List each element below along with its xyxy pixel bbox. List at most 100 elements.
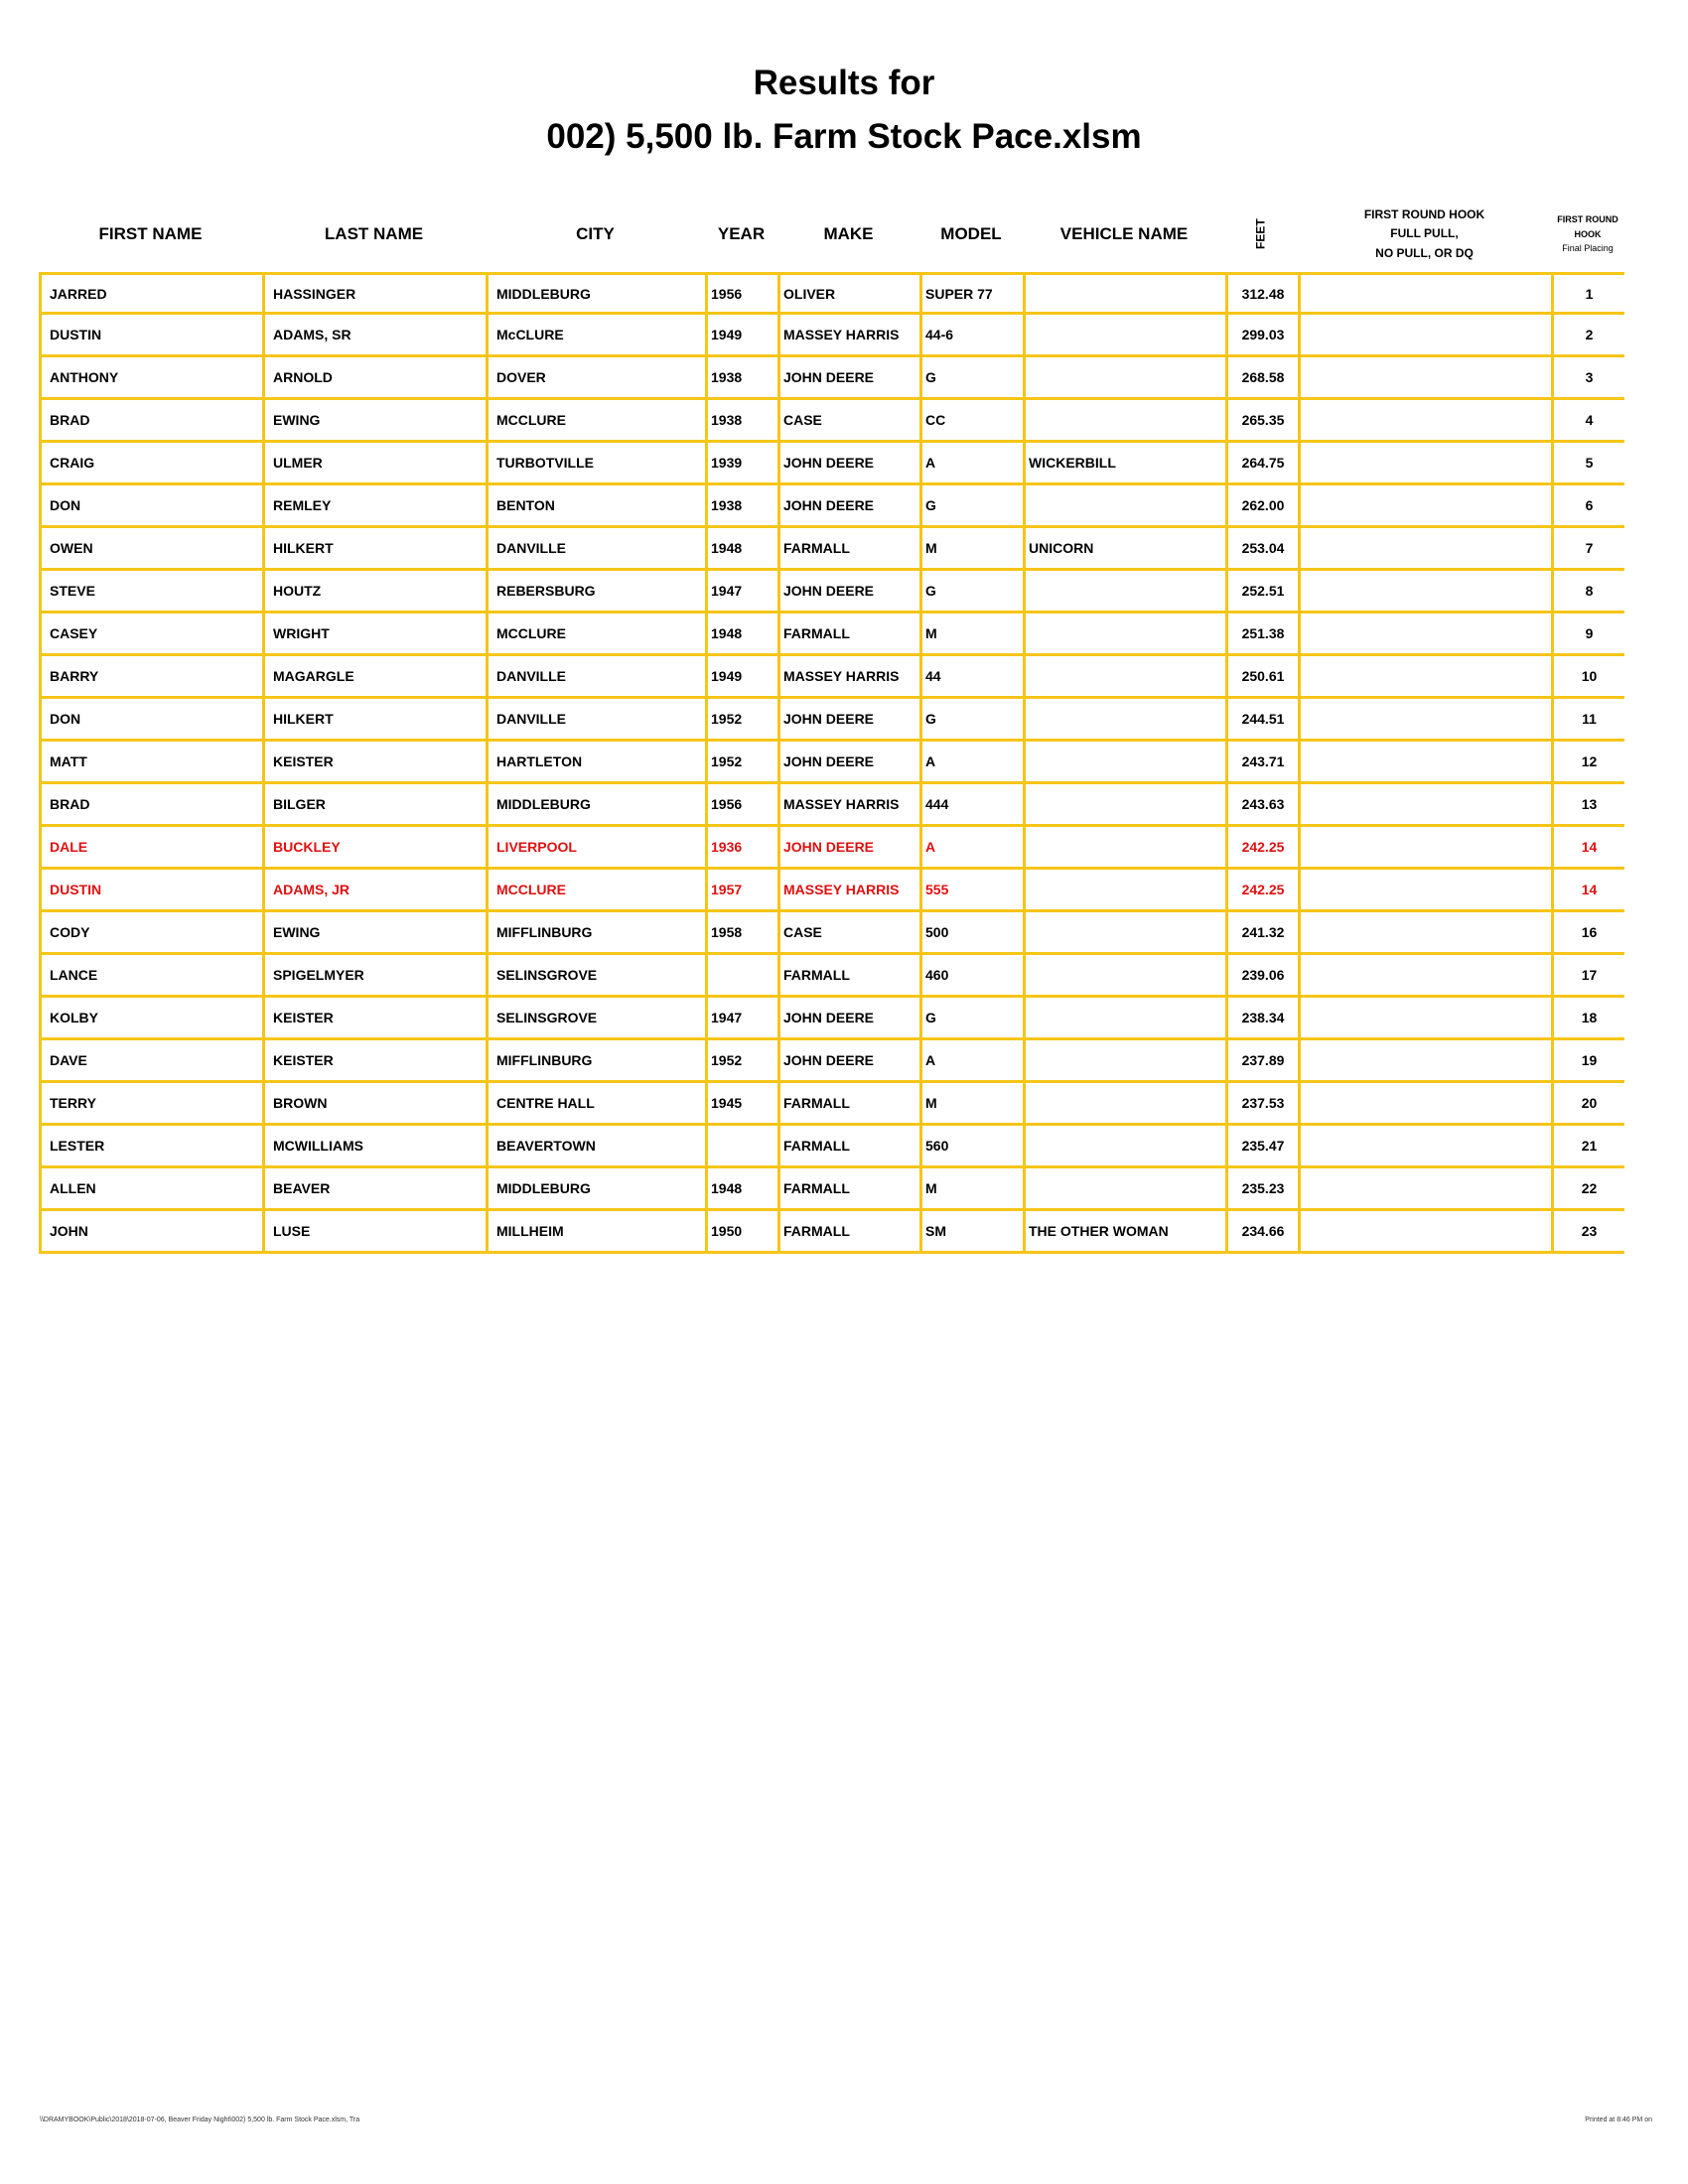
table-cell: G bbox=[919, 485, 1023, 528]
table-cell: BEAVER bbox=[262, 1168, 486, 1211]
table-cell: 262.00 bbox=[1225, 485, 1298, 528]
table-cell: EWING bbox=[262, 912, 486, 955]
table-cell: LUSE bbox=[262, 1211, 486, 1254]
table-cell: 7 bbox=[1551, 528, 1624, 571]
table-cell: UNICORN bbox=[1023, 528, 1225, 571]
table-cell: 1949 bbox=[705, 315, 777, 357]
table-cell bbox=[1023, 571, 1225, 614]
table-cell bbox=[1298, 912, 1551, 955]
table-cell: 20 bbox=[1551, 1083, 1624, 1126]
table-cell: 1950 bbox=[705, 1211, 777, 1254]
table-cell bbox=[1298, 827, 1551, 870]
table-cell: BROWN bbox=[262, 1083, 486, 1126]
table-cell: JOHN DEERE bbox=[777, 699, 919, 742]
table-cell: JOHN DEERE bbox=[777, 357, 919, 400]
table-cell: M bbox=[919, 1083, 1023, 1126]
header-line: FIRST NAME bbox=[98, 224, 203, 244]
table-cell: 6 bbox=[1551, 485, 1624, 528]
table-cell: 1952 bbox=[705, 742, 777, 784]
header-line: MODEL bbox=[940, 224, 1002, 244]
table-cell: DAVE bbox=[39, 1040, 262, 1083]
table-cell: DALE bbox=[39, 827, 262, 870]
table-cell: G bbox=[919, 571, 1023, 614]
table-cell: HASSINGER bbox=[262, 272, 486, 315]
table-cell: MCCLURE bbox=[486, 614, 705, 656]
table-cell: 14 bbox=[1551, 870, 1624, 912]
table-cell: 16 bbox=[1551, 912, 1624, 955]
table-cell: MIDDLEBURG bbox=[486, 272, 705, 315]
table-cell: 1949 bbox=[705, 656, 777, 699]
table-cell: ARNOLD bbox=[262, 357, 486, 400]
table-cell: 12 bbox=[1551, 742, 1624, 784]
table-cell: REBERSBURG bbox=[486, 571, 705, 614]
table-cell: 1958 bbox=[705, 912, 777, 955]
table-cell: 1956 bbox=[705, 784, 777, 827]
table-cell: 237.89 bbox=[1225, 1040, 1298, 1083]
table-cell bbox=[1298, 357, 1551, 400]
table-cell: 239.06 bbox=[1225, 955, 1298, 998]
table-cell: MCCLURE bbox=[486, 870, 705, 912]
table-cell: 1 bbox=[1551, 272, 1624, 315]
table-cell: 253.04 bbox=[1225, 528, 1298, 571]
table-cell bbox=[1298, 400, 1551, 443]
table-cell: TURBOTVILLE bbox=[486, 443, 705, 485]
table-cell: 44 bbox=[919, 656, 1023, 699]
table-cell: LESTER bbox=[39, 1126, 262, 1168]
table-cell: 44-6 bbox=[919, 315, 1023, 357]
header-line: CITY bbox=[576, 224, 615, 244]
table-cell bbox=[1023, 656, 1225, 699]
table-cell bbox=[705, 1126, 777, 1168]
table-cell: FARMALL bbox=[777, 1126, 919, 1168]
table-cell: 251.38 bbox=[1225, 614, 1298, 656]
table-cell: MATT bbox=[39, 742, 262, 784]
header-line: Final Placing bbox=[1562, 243, 1614, 254]
table-cell bbox=[1023, 955, 1225, 998]
table-cell: A bbox=[919, 1040, 1023, 1083]
header-line: FULL PULL, bbox=[1390, 226, 1459, 241]
table-cell: A bbox=[919, 443, 1023, 485]
header-line: FIRST ROUND HOOK bbox=[1363, 207, 1485, 222]
table-cell: 241.32 bbox=[1225, 912, 1298, 955]
table-cell: MILLHEIM bbox=[486, 1211, 705, 1254]
table-cell bbox=[1298, 870, 1551, 912]
table-cell: BEAVERTOWN bbox=[486, 1126, 705, 1168]
table-cell: DUSTIN bbox=[39, 870, 262, 912]
table-cell bbox=[1298, 1168, 1551, 1211]
table-cell: BRAD bbox=[39, 400, 262, 443]
table-cell: MIDDLEBURG bbox=[486, 784, 705, 827]
column-header: MAKE bbox=[777, 195, 919, 274]
title-line: Results for bbox=[753, 64, 935, 102]
table-cell: 560 bbox=[919, 1126, 1023, 1168]
table-cell: 244.51 bbox=[1225, 699, 1298, 742]
table-cell: WRIGHT bbox=[262, 614, 486, 656]
table-cell: 23 bbox=[1551, 1211, 1624, 1254]
table-cell: SELINSGROVE bbox=[486, 955, 705, 998]
table-cell: BARRY bbox=[39, 656, 262, 699]
table-cell: 1957 bbox=[705, 870, 777, 912]
table-cell: MASSEY HARRIS bbox=[777, 656, 919, 699]
table-cell bbox=[1023, 1083, 1225, 1126]
table-cell: 243.63 bbox=[1225, 784, 1298, 827]
table-cell: KOLBY bbox=[39, 998, 262, 1040]
table-cell: 1948 bbox=[705, 614, 777, 656]
table-cell: 1938 bbox=[705, 485, 777, 528]
table-cell: 4 bbox=[1551, 400, 1624, 443]
table-cell: BRAD bbox=[39, 784, 262, 827]
table-cell: M bbox=[919, 614, 1023, 656]
table-cell: 500 bbox=[919, 912, 1023, 955]
column-header: FEET bbox=[1225, 195, 1298, 274]
table-cell: JOHN DEERE bbox=[777, 827, 919, 870]
table-cell: FARMALL bbox=[777, 614, 919, 656]
table-cell: CC bbox=[919, 400, 1023, 443]
header-line: FEET bbox=[1253, 218, 1268, 250]
table-cell: JOHN bbox=[39, 1211, 262, 1254]
table-cell: 243.71 bbox=[1225, 742, 1298, 784]
table-cell: MIFFLINBURG bbox=[486, 912, 705, 955]
table-cell: FARMALL bbox=[777, 1083, 919, 1126]
table-cell: OLIVER bbox=[777, 272, 919, 315]
table-cell bbox=[1298, 998, 1551, 1040]
table-cell: ADAMS, SR bbox=[262, 315, 486, 357]
table-cell: JOHN DEERE bbox=[777, 1040, 919, 1083]
table-cell: 13 bbox=[1551, 784, 1624, 827]
table-cell: ULMER bbox=[262, 443, 486, 485]
